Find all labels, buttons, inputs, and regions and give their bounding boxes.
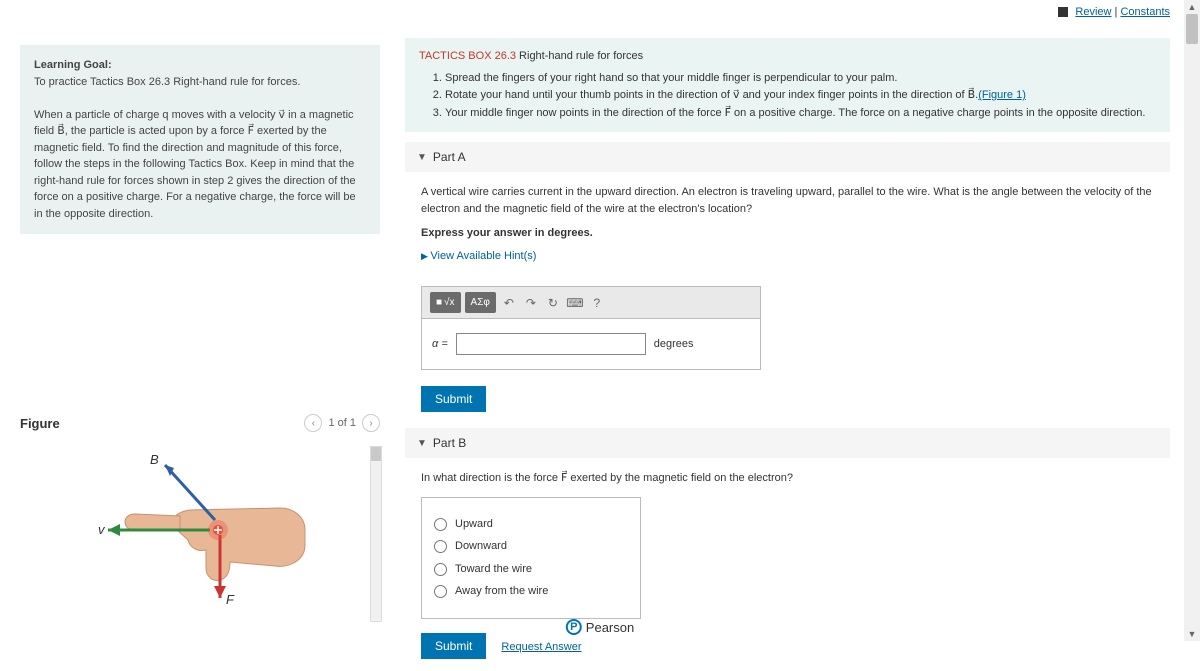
reset-icon[interactable]: ↻ (544, 294, 562, 312)
scroll-up-icon[interactable]: ▲ (1184, 0, 1200, 14)
part-a-title: Part A (433, 150, 466, 164)
figure-title: Figure (20, 416, 60, 431)
part-a-body: A vertical wire carries current in the u… (405, 172, 1170, 424)
radio-upward[interactable] (434, 518, 447, 531)
figure-header: Figure ‹ 1 of 1 › (20, 414, 380, 432)
figure-next-button[interactable]: › (362, 414, 380, 432)
figure-prev-button[interactable]: ‹ (304, 414, 322, 432)
right-column: TACTICS BOX 26.3 Right-hand rule for for… (405, 38, 1170, 671)
alpha-label: α = (432, 336, 448, 353)
top-links: Review | Constants (1058, 6, 1170, 18)
goal-heading: Learning Goal: (34, 59, 112, 71)
pearson-name: Pearson (586, 620, 634, 635)
tactics-step-1: Spread the fingers of your right hand so… (445, 70, 1156, 88)
radio-toward[interactable] (434, 563, 447, 576)
symbols-button[interactable]: ΑΣφ (465, 292, 496, 313)
option-downward[interactable]: Downward (434, 538, 628, 555)
answer-input[interactable] (456, 333, 646, 355)
part-b-header[interactable]: ▼ Part B (405, 428, 1170, 458)
figure-1-link[interactable]: (Figure 1) (978, 89, 1026, 101)
option-away[interactable]: Away from the wire (434, 583, 628, 600)
svg-text:v: v (98, 522, 106, 537)
caret-down-icon: ▼ (417, 438, 427, 449)
learning-goal-box: Learning Goal: To practice Tactics Box 2… (20, 45, 380, 234)
undo-icon[interactable]: ↶ (500, 294, 518, 312)
unit-label: degrees (654, 336, 694, 353)
tactics-title-red: TACTICS BOX 26.3 (419, 50, 516, 62)
option-downward-label: Downward (455, 538, 507, 555)
review-link[interactable]: Review (1075, 6, 1111, 18)
option-toward[interactable]: Toward the wire (434, 561, 628, 578)
tactics-step-2: Rotate your hand until your thumb points… (445, 87, 1156, 105)
answer-box: ■√x ΑΣφ ↶ ↷ ↻ ⌨ ? α = degrees (421, 286, 761, 370)
tactics-steps: Spread the fingers of your right hand so… (445, 70, 1156, 123)
flag-icon[interactable] (1058, 7, 1068, 17)
part-a-question: A vertical wire carries current in the u… (421, 184, 1154, 217)
constants-link[interactable]: Constants (1120, 6, 1170, 18)
radio-away[interactable] (434, 585, 447, 598)
part-a-header[interactable]: ▼ Part A (405, 142, 1170, 172)
svg-text:F: F (226, 592, 235, 607)
help-icon[interactable]: ? (588, 294, 606, 312)
scroll-down-icon[interactable]: ▼ (1184, 627, 1200, 641)
figure-counter: 1 of 1 (328, 417, 356, 429)
tactics-step-2-text: Rotate your hand until your thumb points… (445, 89, 978, 101)
hand-diagram: B v F (80, 450, 330, 610)
tactics-box: TACTICS BOX 26.3 Right-hand rule for for… (405, 38, 1170, 132)
part-a-instruction: Express your answer in degrees. (421, 225, 1154, 242)
figure-scrollbar[interactable] (370, 446, 382, 622)
figure-image: B v F (20, 450, 380, 620)
page-scrollbar[interactable]: ▲ ▼ (1184, 0, 1200, 641)
option-toward-label: Toward the wire (455, 561, 532, 578)
part-b-body: In what direction is the force F⃗ exerte… (405, 458, 1170, 671)
redo-icon[interactable]: ↷ (522, 294, 540, 312)
request-answer-link[interactable]: Request Answer (501, 641, 581, 653)
goal-para: When a particle of charge q moves with a… (34, 109, 356, 220)
option-away-label: Away from the wire (455, 583, 548, 600)
left-column: Learning Goal: To practice Tactics Box 2… (20, 45, 380, 620)
answer-row: α = degrees (422, 319, 760, 369)
pearson-logo-icon: P (566, 619, 582, 635)
part-a-submit-button[interactable]: Submit (421, 386, 486, 412)
goal-line1: To practice Tactics Box 26.3 Right-hand … (34, 76, 300, 88)
svg-text:B: B (150, 452, 159, 467)
answer-toolbar: ■√x ΑΣφ ↶ ↷ ↻ ⌨ ? (422, 287, 760, 319)
radio-downward[interactable] (434, 540, 447, 553)
part-b-question: In what direction is the force F⃗ exerte… (421, 470, 1154, 487)
multiple-choice-box: Upward Downward Toward the wire Away fro… (421, 497, 641, 619)
tactics-step-3: Your middle finger now points in the dir… (445, 105, 1156, 123)
tactics-title-rest: Right-hand rule for forces (516, 50, 643, 62)
pearson-brand: P Pearson (566, 619, 634, 635)
view-hints-link[interactable]: View Available Hint(s) (421, 248, 536, 265)
template-button[interactable]: ■√x (430, 292, 461, 313)
part-b-submit-button[interactable]: Submit (421, 633, 486, 659)
keyboard-icon[interactable]: ⌨ (566, 294, 584, 312)
option-upward[interactable]: Upward (434, 516, 628, 533)
scroll-thumb[interactable] (1186, 14, 1198, 44)
part-b-title: Part B (433, 436, 466, 450)
caret-down-icon: ▼ (417, 152, 427, 163)
option-upward-label: Upward (455, 516, 493, 533)
figure-scroll-thumb[interactable] (371, 447, 381, 461)
figure-nav: ‹ 1 of 1 › (304, 414, 380, 432)
tactics-title: TACTICS BOX 26.3 Right-hand rule for for… (419, 48, 1156, 66)
